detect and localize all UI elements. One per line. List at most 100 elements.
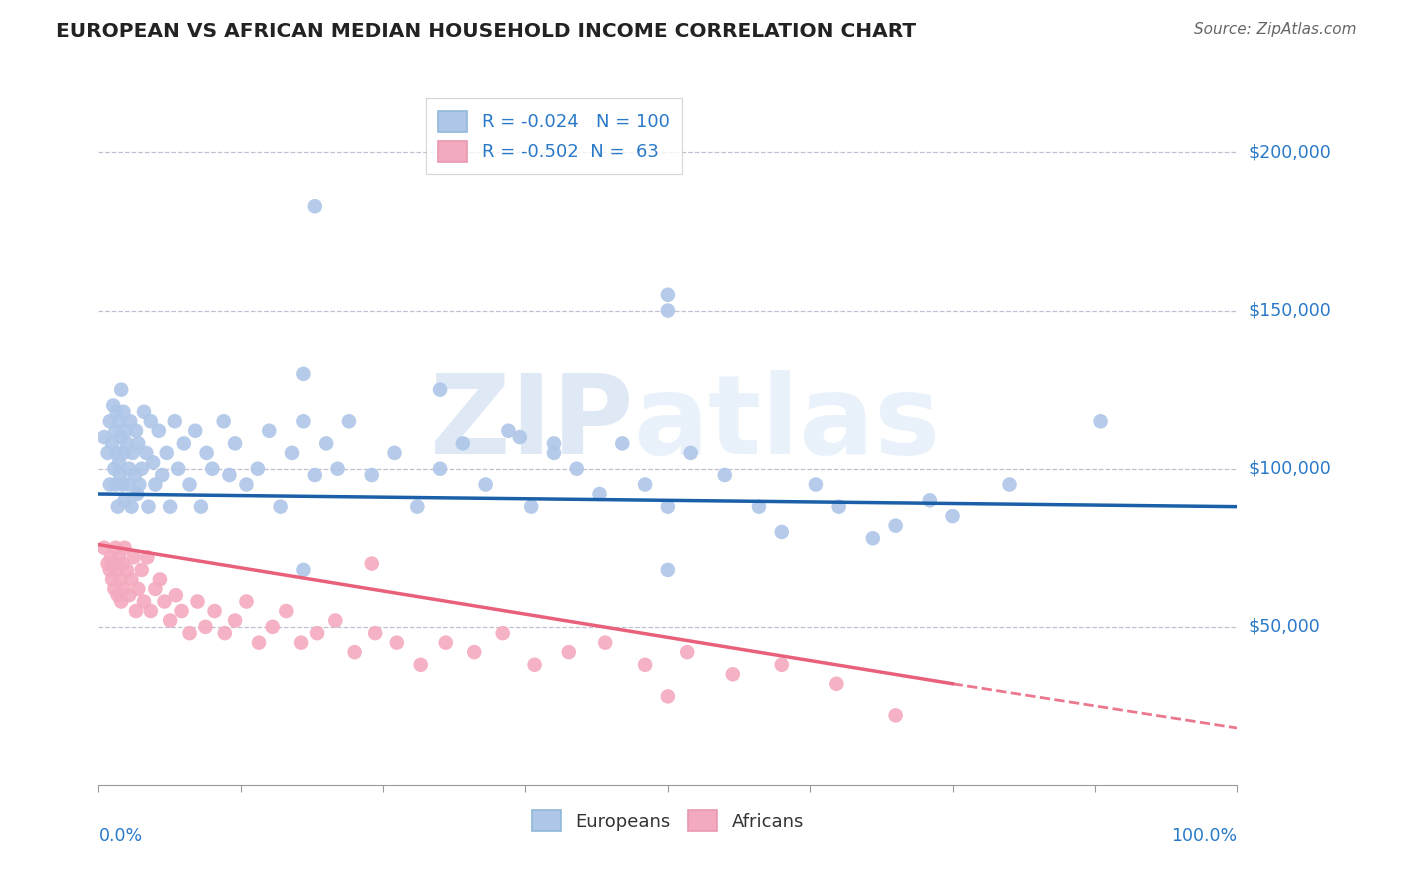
Point — [235, 594, 257, 608]
Point — [108, 573, 131, 587]
Point — [139, 604, 162, 618]
Point — [127, 436, 149, 450]
Point — [270, 500, 292, 514]
Point — [523, 657, 546, 672]
Point — [112, 405, 135, 419]
Point — [108, 455, 131, 469]
Point — [825, 677, 848, 691]
Point — [186, 594, 208, 608]
Point — [179, 626, 201, 640]
Text: $50,000: $50,000 — [1249, 618, 1320, 636]
Point — [918, 493, 941, 508]
Point — [108, 414, 131, 428]
Point — [212, 414, 235, 428]
Point — [103, 461, 125, 475]
Point — [112, 582, 135, 596]
Point — [657, 287, 679, 301]
Point — [862, 531, 884, 545]
Point — [281, 446, 304, 460]
Point — [942, 509, 965, 524]
Point — [110, 594, 132, 608]
Point — [115, 436, 138, 450]
Point — [124, 468, 146, 483]
Point — [120, 573, 142, 587]
Point — [179, 477, 201, 491]
Point — [509, 430, 531, 444]
Point — [246, 461, 269, 475]
Text: EUROPEAN VS AFRICAN MEDIAN HOUSEHOLD INCOME CORRELATION CHART: EUROPEAN VS AFRICAN MEDIAN HOUSEHOLD INC… — [56, 22, 917, 41]
Point — [138, 500, 160, 514]
Point — [998, 477, 1021, 491]
Point — [93, 541, 115, 555]
Point — [429, 383, 451, 397]
Point — [125, 424, 148, 438]
Point — [520, 500, 543, 514]
Point — [103, 399, 125, 413]
Point — [292, 414, 315, 428]
Point — [304, 468, 326, 483]
Point — [103, 557, 125, 571]
Point — [657, 500, 679, 514]
Point — [612, 436, 634, 450]
Point — [165, 588, 187, 602]
Point — [149, 573, 172, 587]
Point — [118, 588, 141, 602]
Point — [409, 657, 432, 672]
Point — [434, 635, 457, 649]
Point — [360, 557, 382, 571]
Point — [107, 588, 129, 602]
Point — [105, 405, 128, 419]
Point — [159, 614, 181, 628]
Point — [235, 477, 257, 491]
Point — [201, 461, 224, 475]
Point — [307, 626, 329, 640]
Point — [463, 645, 485, 659]
Point — [1090, 414, 1112, 428]
Point — [156, 446, 179, 460]
Point — [120, 500, 142, 514]
Point — [451, 436, 474, 450]
Point — [107, 500, 129, 514]
Point — [170, 604, 193, 618]
Text: $200,000: $200,000 — [1249, 144, 1331, 161]
Point — [108, 468, 131, 483]
Point — [148, 424, 170, 438]
Point — [262, 620, 284, 634]
Point — [204, 604, 226, 618]
Point — [364, 626, 387, 640]
Point — [326, 461, 349, 475]
Legend: Europeans, Africans: Europeans, Africans — [524, 804, 811, 838]
Point — [159, 500, 181, 514]
Point — [474, 477, 496, 491]
Point — [315, 436, 337, 450]
Point — [105, 563, 128, 577]
Point — [714, 468, 737, 483]
Point — [558, 645, 581, 659]
Point — [214, 626, 236, 640]
Text: ZIP: ZIP — [430, 369, 634, 476]
Point — [384, 446, 406, 460]
Point — [276, 604, 298, 618]
Point — [498, 424, 520, 438]
Point — [131, 461, 153, 475]
Point — [142, 455, 165, 469]
Point — [194, 620, 217, 634]
Point — [110, 430, 132, 444]
Point — [114, 493, 136, 508]
Point — [131, 563, 153, 577]
Point — [105, 446, 128, 460]
Point — [132, 405, 155, 419]
Point — [122, 550, 145, 565]
Point — [111, 477, 134, 491]
Point — [721, 667, 744, 681]
Point — [406, 500, 429, 514]
Text: $100,000: $100,000 — [1249, 459, 1331, 478]
Point — [150, 468, 173, 483]
Point — [184, 424, 207, 438]
Point — [127, 487, 149, 501]
Point — [98, 477, 121, 491]
Point — [804, 477, 827, 491]
Point — [153, 594, 176, 608]
Point — [657, 563, 679, 577]
Point — [110, 383, 132, 397]
